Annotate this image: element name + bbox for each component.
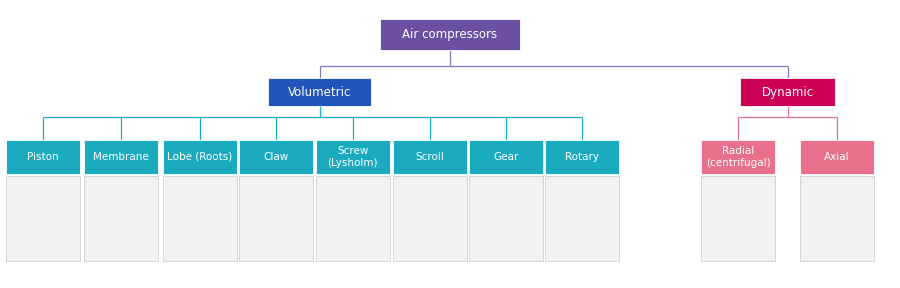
FancyBboxPatch shape (6, 140, 80, 173)
FancyBboxPatch shape (701, 176, 775, 261)
Text: Axial: Axial (824, 152, 850, 162)
Text: Membrane: Membrane (93, 152, 148, 162)
FancyBboxPatch shape (239, 140, 313, 173)
FancyBboxPatch shape (316, 140, 390, 173)
FancyBboxPatch shape (393, 140, 467, 173)
FancyBboxPatch shape (380, 19, 520, 50)
Text: Radial
(centrifugal): Radial (centrifugal) (706, 146, 770, 168)
FancyBboxPatch shape (469, 140, 543, 173)
FancyBboxPatch shape (545, 140, 619, 173)
Text: Piston: Piston (27, 152, 59, 162)
FancyBboxPatch shape (800, 176, 874, 261)
Text: Gear: Gear (493, 152, 518, 162)
Text: Scroll: Scroll (416, 152, 445, 162)
Text: Volumetric: Volumetric (288, 86, 351, 99)
Text: Claw: Claw (264, 152, 289, 162)
FancyBboxPatch shape (84, 140, 158, 173)
FancyBboxPatch shape (84, 176, 158, 261)
FancyBboxPatch shape (239, 176, 313, 261)
FancyBboxPatch shape (701, 140, 775, 173)
FancyBboxPatch shape (393, 176, 467, 261)
FancyBboxPatch shape (740, 78, 835, 106)
Text: Dynamic: Dynamic (761, 86, 814, 99)
FancyBboxPatch shape (316, 176, 390, 261)
FancyBboxPatch shape (6, 176, 80, 261)
FancyBboxPatch shape (163, 140, 237, 173)
FancyBboxPatch shape (545, 176, 619, 261)
Text: Air compressors: Air compressors (402, 28, 498, 41)
FancyBboxPatch shape (163, 176, 237, 261)
FancyBboxPatch shape (268, 78, 371, 106)
Text: Rotary: Rotary (565, 152, 599, 162)
Text: Lobe (Roots): Lobe (Roots) (167, 152, 232, 162)
FancyBboxPatch shape (800, 140, 874, 173)
FancyBboxPatch shape (469, 176, 543, 261)
Text: Screw
(Lysholm): Screw (Lysholm) (328, 146, 378, 168)
